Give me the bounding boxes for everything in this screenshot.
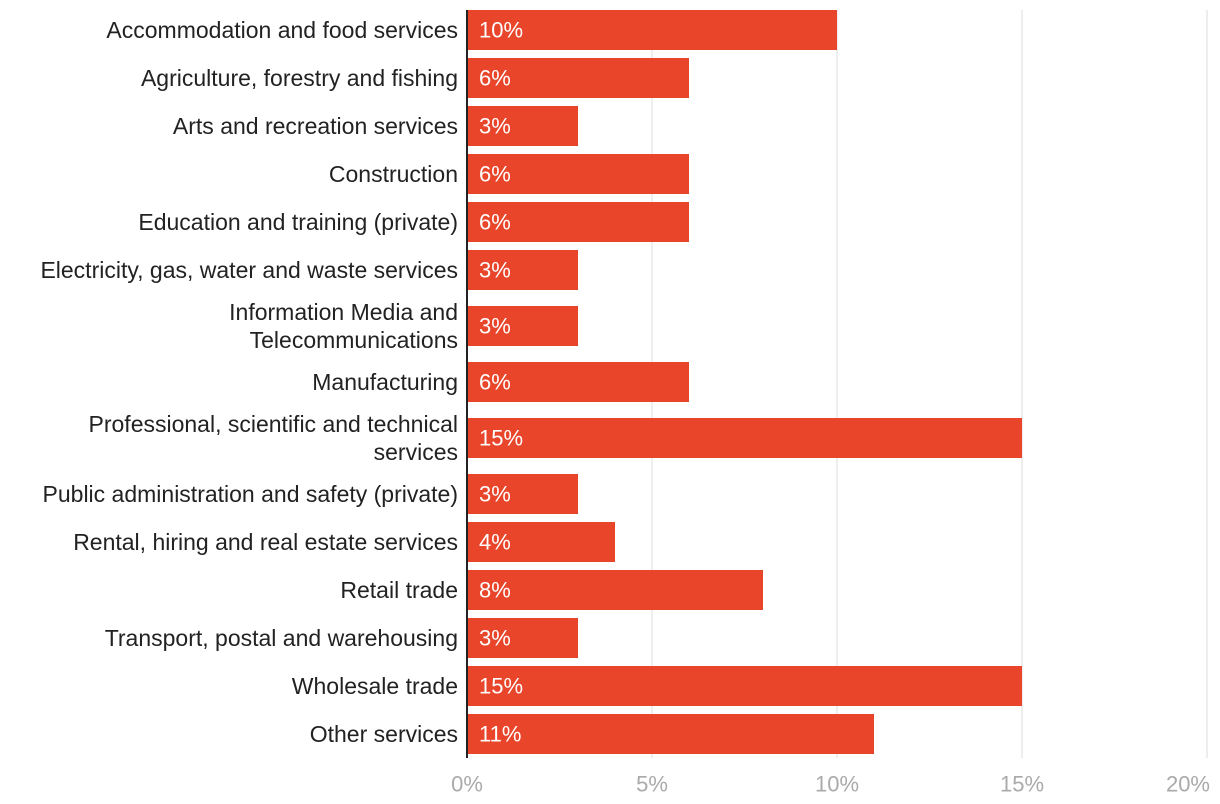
bar-10 [467, 522, 615, 562]
category-label-12: Transport, postal and warehousing [105, 625, 458, 651]
value-label-11: 8% [479, 578, 511, 603]
category-label-3: Construction [329, 161, 458, 187]
x-tick-label-15: 15% [1000, 772, 1044, 797]
x-tick-label-5: 5% [636, 772, 668, 797]
category-label-13: Wholesale trade [292, 673, 458, 699]
bar-3 [467, 154, 689, 194]
value-label-5: 3% [479, 258, 511, 283]
value-label-2: 3% [479, 114, 511, 139]
category-label-6-line-1: Telecommunications [250, 327, 458, 353]
category-label-4: Education and training (private) [138, 209, 458, 235]
category-label-7: Manufacturing [312, 369, 458, 395]
value-label-12: 3% [479, 626, 511, 651]
gridlines [651, 10, 1208, 758]
category-label-6-line-0: Information Media and [229, 299, 458, 325]
bar-13 [467, 666, 1022, 706]
category-label-5: Electricity, gas, water and waste servic… [40, 257, 458, 283]
category-label-8-line-1: services [374, 439, 458, 465]
x-tick-label-0: 0% [451, 772, 483, 797]
value-label-0: 10% [479, 18, 523, 43]
bar-11 [467, 570, 763, 610]
bars: 10% 6% 3% 6% 6% 3% 3% 6% 15% 3% 4% 8% 3% 15% 11% [467, 10, 1022, 754]
bar-14 [467, 714, 874, 754]
bar-0 [467, 10, 837, 50]
bar-1 [467, 58, 689, 98]
value-label-7: 6% [479, 370, 511, 395]
bar-6 [467, 306, 578, 346]
category-label-1: Agriculture, forestry and fishing [141, 65, 458, 91]
value-label-4: 6% [479, 210, 511, 235]
category-label-8-line-0: Professional, scientific and technical [89, 411, 458, 437]
category-label-11: Retail trade [340, 577, 458, 603]
x-tick-label-10: 10% [815, 772, 859, 797]
x-tick-labels: 0% 5% 10% 15% 20% [451, 772, 1210, 797]
category-label-8: Professional, scientific and technical se… [89, 411, 458, 465]
bar-9 [467, 474, 578, 514]
value-label-13: 15% [479, 674, 523, 699]
value-label-9: 3% [479, 482, 511, 507]
bar-12 [467, 618, 578, 658]
x-tick-label-20: 20% [1166, 772, 1210, 797]
bar-8 [467, 418, 1022, 458]
bar-2 [467, 106, 578, 146]
value-label-3: 6% [479, 162, 511, 187]
bar-5 [467, 250, 578, 290]
category-label-0: Accommodation and food services [106, 17, 458, 43]
category-label-2: Arts and recreation services [173, 113, 458, 139]
value-label-6: 3% [479, 314, 511, 339]
bar-7 [467, 362, 689, 402]
value-label-1: 6% [479, 66, 511, 91]
category-label-10: Rental, hiring and real estate services [73, 529, 458, 555]
category-label-14: Other services [310, 721, 458, 747]
bar-4 [467, 202, 689, 242]
category-label-9: Public administration and safety (privat… [43, 481, 458, 507]
value-label-14: 11% [479, 722, 521, 747]
value-label-10: 4% [479, 530, 511, 555]
value-label-8: 15% [479, 426, 523, 451]
category-labels: Accommodation and food services Agricultu… [40, 17, 458, 747]
category-label-6: Information Media and Telecommunications [229, 299, 458, 353]
